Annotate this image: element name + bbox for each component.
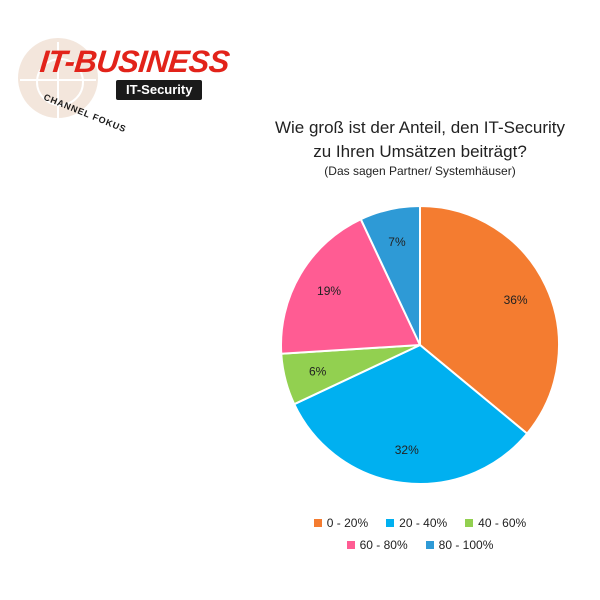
it-business-logo: IT-BUSINESS IT-Security CHANNEL FOKUS — [18, 36, 231, 134]
legend-swatch-0 — [313, 519, 322, 527]
chart-subtitle: (Das sagen Partner/ Systemhäuser) — [324, 164, 516, 178]
chart-legend: 0 - 20% 20 - 40% 40 - 60% 60 - 80% 80 - 100% — [300, 516, 540, 552]
pie-slice-1 — [292, 343, 529, 485]
legend-item-2: 40 - 60% — [465, 516, 526, 530]
legend-swatch-3 — [346, 541, 355, 549]
pie-slice-0 — [419, 204, 560, 436]
legend-swatch-1 — [386, 519, 395, 527]
legend-label-1: 20 - 40% — [399, 516, 448, 530]
pie-slice-label-3: 19% — [317, 284, 341, 298]
pie-slice-label-1: 32% — [395, 443, 419, 457]
pie-chart: 36% 32% 6% 19% 7% — [280, 204, 560, 485]
pie-slice-label-2: 6% — [309, 364, 327, 378]
pie-slice-3 — [280, 217, 422, 355]
legend-label-4: 80 - 100% — [438, 538, 494, 552]
chart-title-line-2: zu Ihren Umsätzen beiträgt? — [313, 142, 527, 161]
legend-item-3: 60 - 80% — [346, 538, 408, 552]
pie-slice-4 — [359, 204, 421, 346]
pie-slice-label-0: 36% — [504, 293, 528, 307]
logo-crosshair-v — [57, 42, 59, 118]
logo-tag: IT-Security — [116, 80, 203, 100]
chart-title-line-1: Wie groß ist der Anteil, den IT-Security — [274, 118, 566, 137]
logo-brand-text: IT-BUSINESS — [38, 44, 232, 79]
logo-crosshair-ring — [36, 58, 84, 106]
legend-label-3: 60 - 80% — [359, 538, 408, 552]
chart-title: Wie groß ist der Anteil, den IT-Security… — [240, 116, 600, 164]
pie-slice-label-4: 7% — [388, 235, 406, 249]
legend-swatch-2 — [465, 519, 474, 527]
legend-label-2: 40 - 60% — [478, 516, 527, 530]
legend-swatch-4 — [425, 541, 434, 549]
logo-crosshair-circle — [18, 38, 98, 118]
legend-item-4: 80 - 100% — [425, 538, 494, 552]
legend-item-0: 0 - 20% — [313, 516, 369, 530]
legend-item-1: 20 - 40% — [386, 516, 447, 530]
legend-label-0: 0 - 20% — [326, 516, 369, 530]
